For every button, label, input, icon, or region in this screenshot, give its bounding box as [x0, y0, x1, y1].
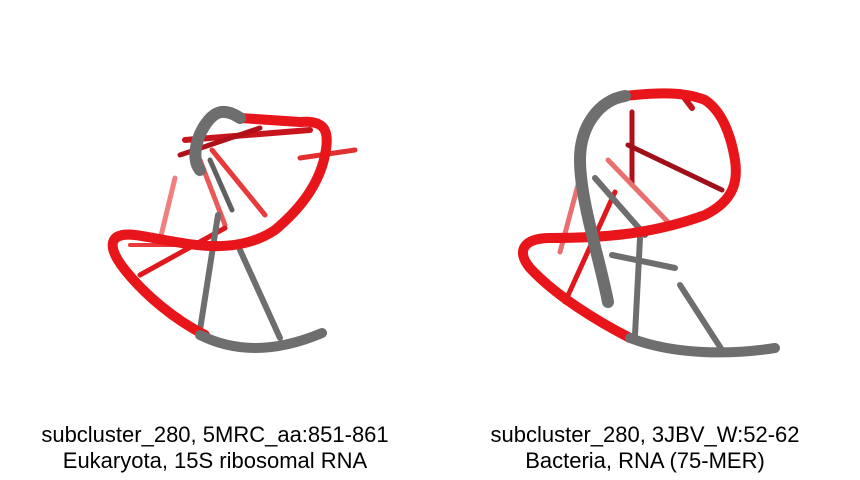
base-stick	[592, 175, 648, 238]
base-stick	[207, 157, 235, 213]
base-stick	[197, 212, 221, 333]
backbone-left	[107, 105, 332, 353]
base-stick	[157, 175, 178, 243]
backbone-segment	[189, 105, 246, 176]
caption-title-right: subcluster_280, 3JBV_W:52-62	[490, 422, 800, 447]
structure-panel-left: subcluster_280, 5MRC_aa:851-861 Eukaryot…	[41, 105, 389, 473]
base-stick	[137, 225, 228, 278]
caption-title-left: subcluster_280, 5MRC_aa:851-861	[41, 422, 389, 447]
base-stick	[209, 147, 268, 218]
caption-subtitle-right: Bacteria, RNA (75-MER)	[525, 448, 765, 473]
structure-panel-right: subcluster_280, 3JBV_W:52-62 Bacteria, R…	[430, 0, 860, 480]
base-stick	[625, 142, 725, 193]
backbone-segment	[574, 90, 631, 308]
backbone-segment	[518, 88, 741, 343]
backbone-segment	[195, 328, 327, 353]
base-stick	[237, 247, 283, 341]
caption-subtitle-left: Eukaryota, 15S ribosomal RNA	[62, 448, 368, 473]
rna-structure-right	[518, 88, 780, 358]
base-stick	[182, 127, 313, 143]
backbone-segment	[107, 113, 332, 340]
base-stick	[632, 235, 643, 338]
base-stick	[609, 252, 678, 271]
backbone-right	[518, 88, 780, 358]
base-stick	[677, 282, 725, 353]
backbone-segment	[625, 333, 780, 358]
rna-structure-left	[107, 105, 358, 353]
base-stick	[605, 157, 671, 225]
